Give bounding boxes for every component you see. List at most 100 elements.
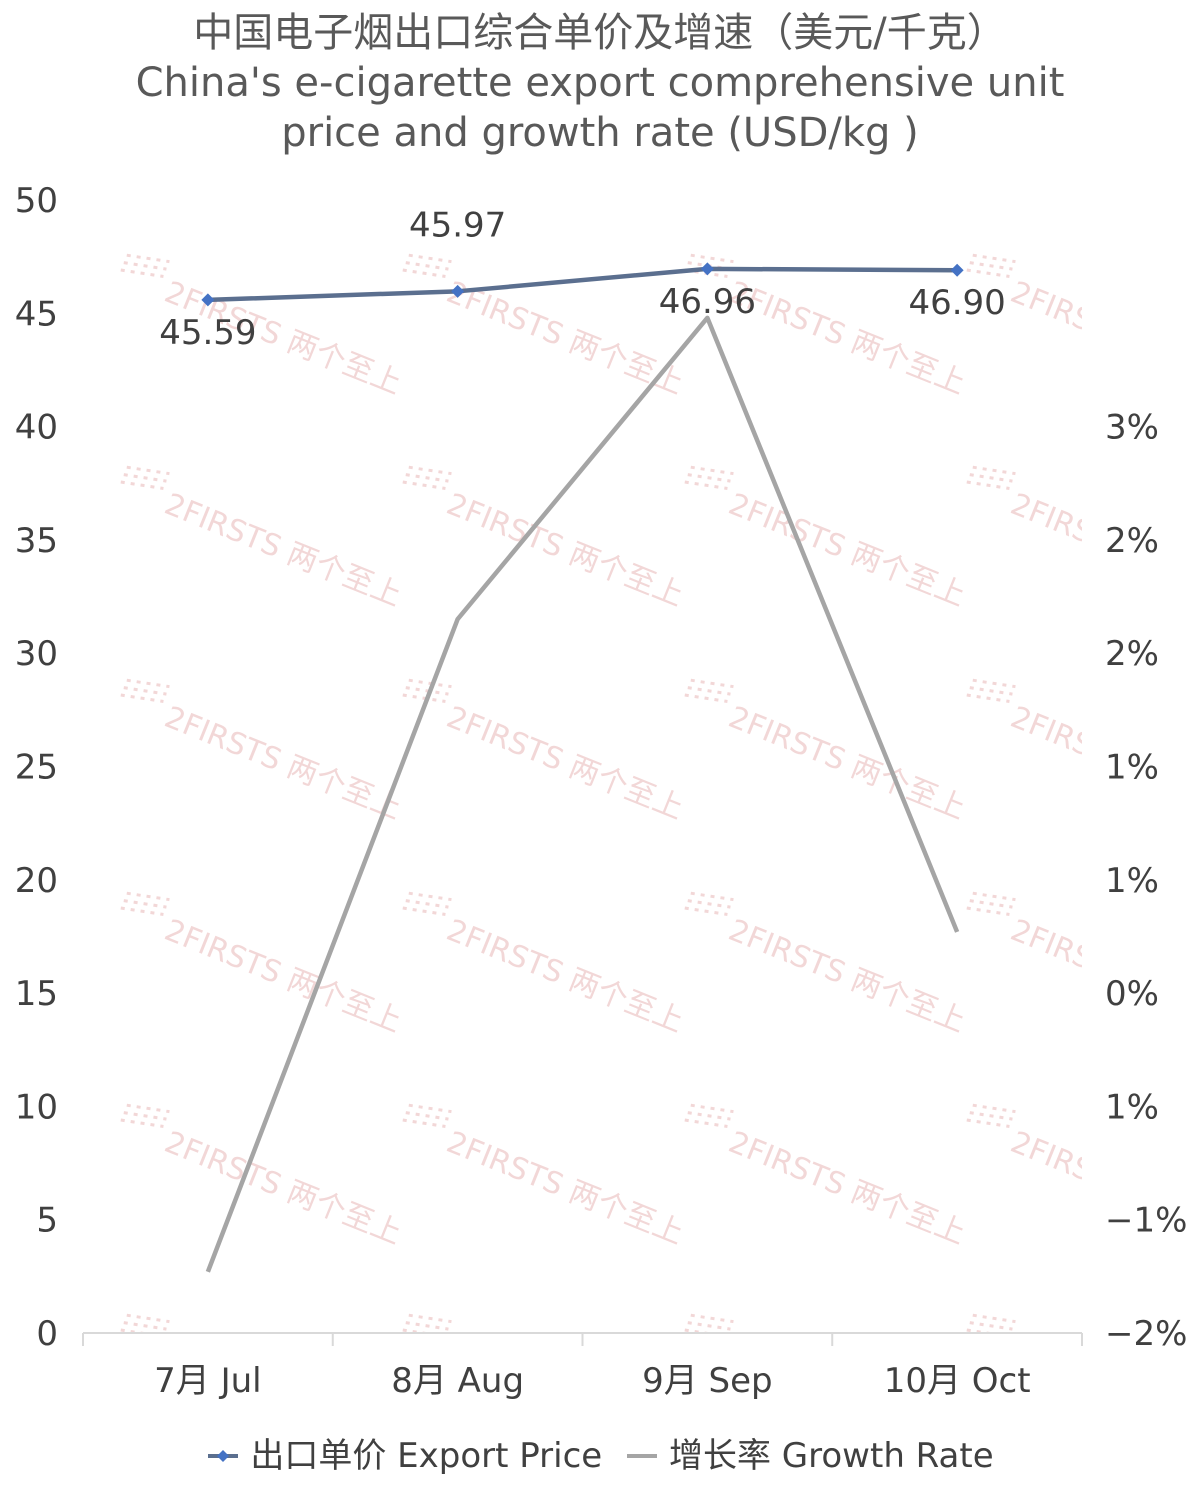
watermark: 2FIRSTS 两个至上 xyxy=(966,678,1082,827)
left-axis-tick-label: 20 xyxy=(15,861,58,901)
watermark-squiggle xyxy=(690,465,734,476)
right-axis-tick-label: 2% xyxy=(1105,634,1159,674)
watermark: 2FIRSTS 两个至上 xyxy=(966,1313,1016,1333)
watermark-text: 2FIRSTS 两个至上 xyxy=(724,913,971,1040)
right-axis-tick-label: 3% xyxy=(1105,408,1159,448)
watermark-squiggle xyxy=(969,473,1013,483)
legend: 出口单价 Export Price 增长率 Growth Rate xyxy=(0,1430,1200,1481)
chart-title-line-2: China's e-cigarette export comprehensive… xyxy=(135,60,1065,106)
legend-marker-export-price xyxy=(208,1450,239,1462)
watermark: 2FIRSTS 两个至上 xyxy=(402,891,689,1040)
watermark-squiggle xyxy=(126,891,170,902)
watermark-squiggle xyxy=(969,686,1013,696)
watermark: 2FIRSTS 两个至上 xyxy=(120,465,407,614)
watermark-squiggle xyxy=(405,473,449,483)
watermark: 2FIRSTS 两个至上 xyxy=(120,253,406,402)
watermark-squiggle xyxy=(405,261,449,271)
watermark-squiggle xyxy=(402,268,446,278)
watermark-squiggle xyxy=(684,693,728,703)
watermark-squiggle xyxy=(684,1118,728,1128)
left-axis-tick-label: 15 xyxy=(15,974,58,1014)
left-axis-tick-label: 5 xyxy=(36,1201,58,1241)
watermark-squiggle xyxy=(687,1321,731,1331)
watermark-squiggle xyxy=(969,899,1013,909)
right-axis-tick-label: 1% xyxy=(1105,748,1159,788)
export-price-point xyxy=(950,263,964,277)
export-price-data-label: 45.59 xyxy=(159,313,256,353)
watermark: 2FIRSTS 两个至上 xyxy=(684,891,971,1040)
watermark-squiggle xyxy=(123,261,167,271)
watermark-text: 2FIRSTS 两个至上 xyxy=(724,487,971,614)
watermark-squiggle xyxy=(123,899,167,909)
watermark: 2FIRSTS 两个至上 xyxy=(402,1313,452,1333)
watermark: 2FIRSTS 两个至上 xyxy=(402,1103,688,1252)
watermark-squiggle xyxy=(123,473,167,483)
export-price-point xyxy=(451,284,465,298)
right-axis-tick-label: −2% xyxy=(1105,1314,1187,1354)
watermark-squiggle xyxy=(408,891,452,902)
watermark-text: 2FIRSTS 两个至上 xyxy=(442,700,689,827)
watermark-squiggle xyxy=(126,465,170,476)
legend-item-export-price: 出口单价 Export Price xyxy=(206,1431,602,1481)
watermark-text: 2FIRSTS 两个至上 xyxy=(160,487,407,614)
watermark-squiggle xyxy=(969,1111,1013,1121)
watermark-squiggle xyxy=(120,1118,164,1128)
export-price-point xyxy=(201,293,215,307)
watermark-squiggle xyxy=(966,1118,1010,1128)
watermark-squiggle xyxy=(690,1313,734,1324)
growth-rate-series xyxy=(205,315,960,1273)
left-axis-tick-label: 10 xyxy=(15,1087,58,1127)
watermark-squiggle xyxy=(402,1118,446,1128)
watermark-squiggle xyxy=(408,1313,452,1324)
export-price-data-label: 46.96 xyxy=(659,282,756,322)
watermark-squiggle xyxy=(402,693,446,703)
watermark-squiggle xyxy=(966,268,1010,278)
watermark-squiggle xyxy=(126,1103,170,1114)
right-axis-tick-label: 1% xyxy=(1105,1087,1159,1127)
watermark-squiggle xyxy=(966,906,1010,916)
watermark-squiggle xyxy=(126,678,170,689)
right-axis-tick-label: 1% xyxy=(1105,861,1159,901)
watermark-squiggle xyxy=(966,480,1010,490)
left-axis-tick-label: 35 xyxy=(15,521,58,561)
watermark-squiggle xyxy=(687,899,731,909)
legend-label-export-price: 出口单价 Export Price xyxy=(250,1436,603,1476)
export-price-data-label: 46.90 xyxy=(908,283,1005,323)
watermark-squiggle xyxy=(123,686,167,696)
left-axis-tick-label: 0 xyxy=(36,1314,58,1354)
watermark-squiggle xyxy=(408,465,452,476)
left-axis-tick-label: 25 xyxy=(15,748,58,788)
watermark-squiggle xyxy=(408,1103,452,1114)
watermark-squiggle xyxy=(405,1111,449,1121)
watermark-text: 2FIRSTS 两个至上 xyxy=(1006,487,1200,614)
watermark: 2FIRSTS 两个至上 xyxy=(120,678,406,827)
watermark: 2FIRSTS 两个至上 xyxy=(120,1103,406,1252)
watermark-squiggle xyxy=(120,480,164,490)
legend-item-growth-rate: 增长率 Growth Rate xyxy=(625,1431,994,1481)
export-price-data-label: 45.97 xyxy=(409,205,506,245)
growth-rate-line xyxy=(205,315,960,1273)
chart-title-line-1: 中国电子烟出口综合单价及增速（美元/千克） xyxy=(193,10,1007,56)
watermark-squiggle xyxy=(123,1321,167,1331)
watermark-squiggle xyxy=(684,480,728,490)
watermark: 2FIRSTS 两个至上 xyxy=(684,1103,971,1252)
watermark-text: 2FIRSTS 两个至上 xyxy=(724,1125,971,1252)
chart-title-line-3: price and growth rate (USD/kg ) xyxy=(281,110,919,156)
watermark-squiggle xyxy=(123,1111,167,1121)
watermark: 2FIRSTS 两个至上 xyxy=(684,1313,734,1333)
export-price-line xyxy=(207,266,958,303)
watermark-squiggle xyxy=(969,1321,1013,1331)
left-axis-tick-label: 50 xyxy=(15,181,58,221)
watermark-text: 2FIRSTS 两个至上 xyxy=(442,913,689,1040)
left-axis-tick-label: 30 xyxy=(15,634,58,674)
watermark-squiggle xyxy=(402,480,446,490)
chart-title: 中国电子烟出口综合单价及增速（美元/千克） China's e-cigarett… xyxy=(0,8,1200,158)
right-axis-tick-label: 0% xyxy=(1105,974,1159,1014)
watermark-squiggle xyxy=(684,906,728,916)
watermark-squiggle xyxy=(969,261,1013,271)
left-axis-tick-label: 40 xyxy=(15,408,58,448)
watermark-squiggle xyxy=(405,899,449,909)
watermark: 2FIRSTS 两个至上 xyxy=(120,1313,170,1333)
x-axis: 7月 Jul 8月 Aug 9月 Sep 10月 Oct xyxy=(82,1332,1083,1401)
watermark-squiggle xyxy=(408,253,452,264)
